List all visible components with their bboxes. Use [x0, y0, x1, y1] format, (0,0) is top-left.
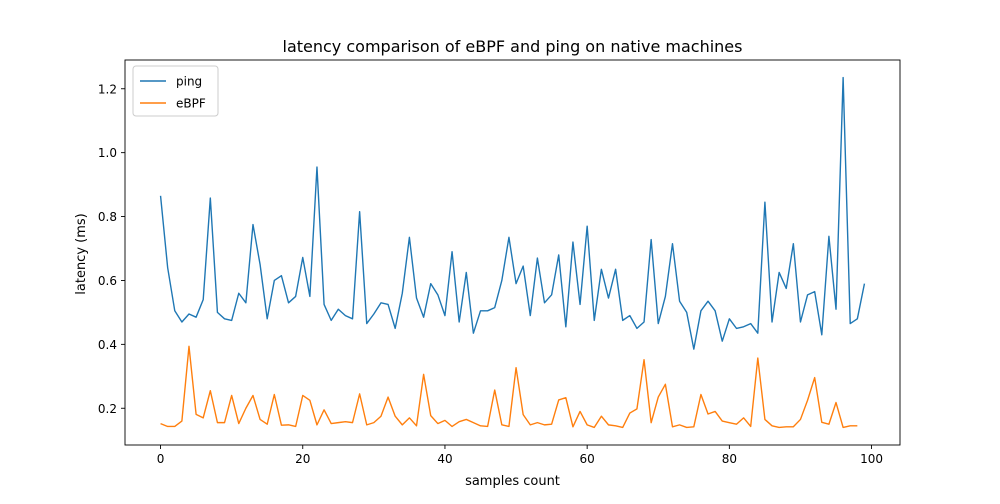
legend-label-ebpf: eBPF	[176, 97, 206, 111]
y-axis-label: latency (ms)	[74, 213, 89, 294]
x-tick-label: 40	[437, 452, 452, 466]
y-tick-label: 0.4	[98, 338, 117, 352]
plot-frame	[124, 59, 901, 446]
legend: ping eBPF	[132, 65, 219, 117]
y-tick-label: 0.2	[98, 402, 117, 416]
x-tick-label: 100	[860, 452, 883, 466]
plot-area	[159, 76, 866, 429]
series-line-ebpf	[160, 345, 858, 429]
x-tick-label: 60	[580, 452, 595, 466]
y-tick-label: 0.6	[98, 274, 117, 288]
series-line-ping	[159, 76, 866, 350]
legend-label-ping: ping	[176, 75, 202, 89]
x-axis-label: samples count	[465, 474, 560, 489]
y-tick-label: 0.8	[98, 210, 117, 224]
chart-title: latency comparison of eBPF and ping on n…	[283, 37, 743, 56]
x-tick-label: 20	[295, 452, 310, 466]
y-tick-label: 1.0	[98, 146, 117, 160]
x-tick-label: 80	[722, 452, 737, 466]
x-tick-label: 0	[157, 452, 165, 466]
axes: 0 20 40 60 80 100 0.2 0.4 0.6 0.8 1.0 1.2	[98, 59, 901, 466]
y-tick-label: 1.2	[98, 82, 117, 96]
